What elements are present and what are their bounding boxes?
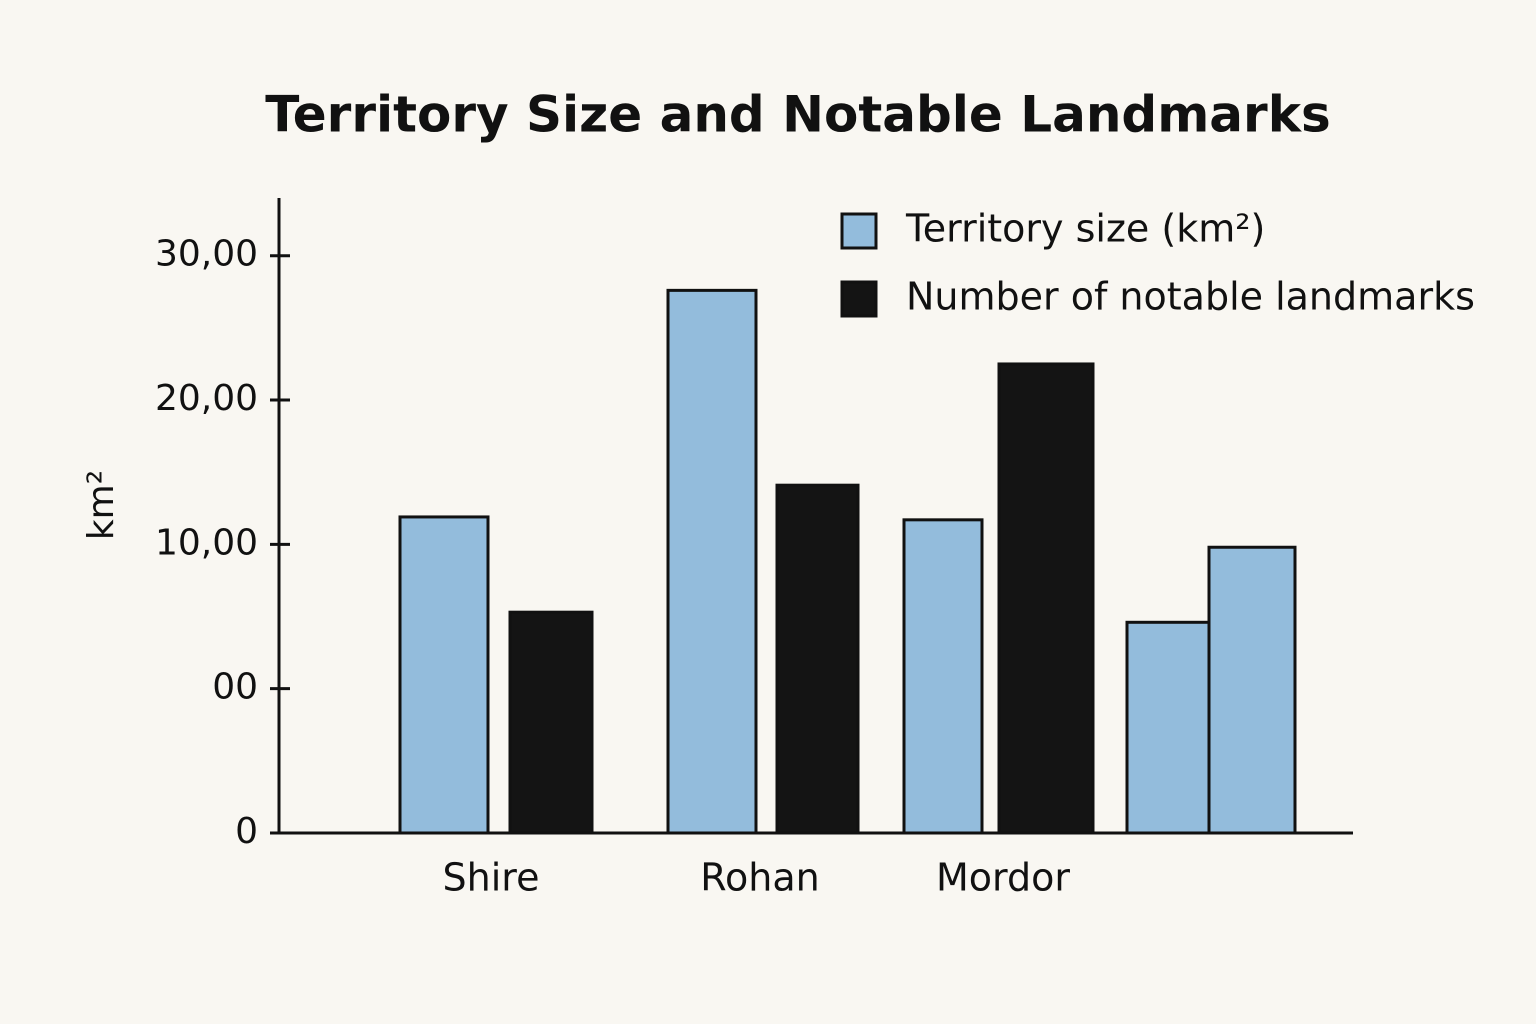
x-tick-label: Shire bbox=[443, 856, 540, 900]
bar bbox=[398, 515, 490, 835]
bar bbox=[508, 610, 594, 835]
x-tick-label: Rohan bbox=[700, 856, 819, 900]
legend-swatch bbox=[840, 280, 878, 318]
bar bbox=[775, 483, 860, 835]
legend-label: Number of notable landmarks bbox=[906, 275, 1475, 319]
y-tick-label: 10,00 bbox=[155, 522, 258, 563]
y-axis-label: km² bbox=[81, 470, 122, 540]
bar bbox=[1207, 545, 1297, 835]
x-tick-label: Mordor bbox=[936, 856, 1070, 900]
y-tick-label: 20,00 bbox=[155, 378, 258, 419]
y-tick-label: 0 bbox=[235, 811, 258, 852]
y-tick-label: 00 bbox=[212, 667, 258, 708]
bar bbox=[666, 288, 758, 835]
y-tick-label: 30,00 bbox=[155, 234, 258, 275]
legend-label: Territory size (km²) bbox=[905, 207, 1265, 251]
chart-title: Territory Size and Notable Landmarks bbox=[265, 86, 1330, 144]
bar bbox=[997, 362, 1095, 835]
legend-swatch bbox=[840, 212, 878, 250]
bar bbox=[902, 518, 984, 835]
bar bbox=[1125, 620, 1211, 835]
